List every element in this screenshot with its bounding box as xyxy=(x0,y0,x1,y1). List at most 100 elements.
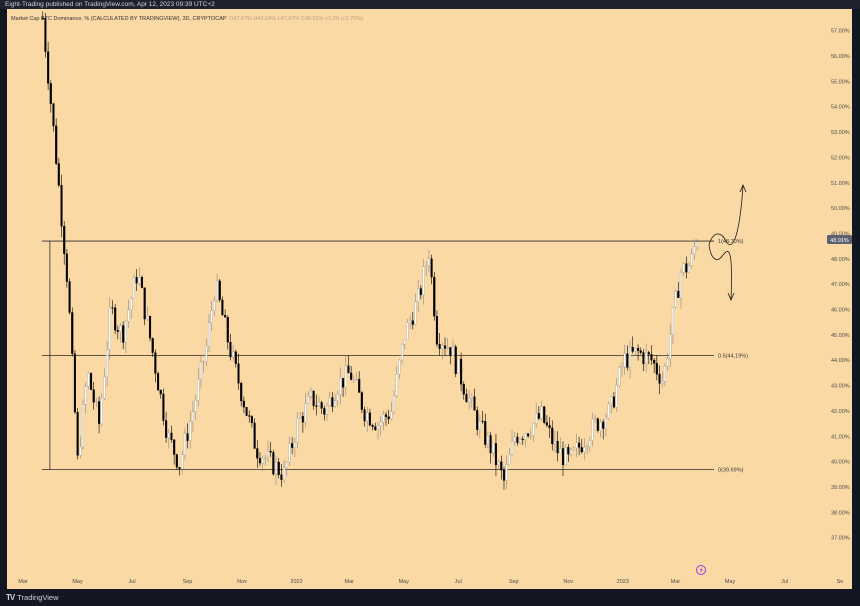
candle-body xyxy=(409,320,412,323)
candle-body xyxy=(288,443,291,463)
candle-body xyxy=(199,361,203,380)
fib-level-label: 0(39.69%) xyxy=(718,467,744,473)
candle-body xyxy=(443,345,447,349)
candle-body xyxy=(661,380,664,384)
candle-body xyxy=(610,396,613,405)
candle-body xyxy=(84,386,87,405)
publisher-bar: Eight-Trading published on TradingView.c… xyxy=(0,0,860,9)
candle-body xyxy=(232,351,235,358)
candle-body xyxy=(344,365,347,388)
candle-body xyxy=(106,349,109,378)
candle-body xyxy=(63,226,66,254)
y-tick-label: 50.00% xyxy=(831,206,850,212)
candle-body xyxy=(564,447,567,466)
candle-body xyxy=(71,312,74,354)
candle-body xyxy=(309,390,312,397)
candle-body xyxy=(87,373,90,387)
candle-body xyxy=(366,412,369,422)
candle-body xyxy=(205,346,208,362)
candle-body xyxy=(334,400,337,407)
candle-body xyxy=(229,341,232,358)
candle-body xyxy=(615,385,618,408)
x-tick-label: Jul xyxy=(781,579,788,585)
candle-body xyxy=(41,17,44,19)
candle-body xyxy=(451,346,455,357)
candle-body xyxy=(575,442,578,449)
candle-body xyxy=(336,393,339,401)
candle-body xyxy=(433,276,436,317)
candle-body xyxy=(98,401,101,424)
candle-body xyxy=(551,427,554,445)
candle-body xyxy=(696,241,699,247)
candle-body xyxy=(202,361,205,363)
candle-body xyxy=(162,393,165,421)
x-tick-label: 2022 xyxy=(290,579,302,585)
y-tick-label: 52.00% xyxy=(831,155,850,161)
candle-body xyxy=(687,265,691,273)
candle-body xyxy=(618,367,621,386)
candle-body xyxy=(470,396,473,399)
candle-body xyxy=(414,301,417,325)
candle-body xyxy=(556,440,559,454)
x-tick-label: Jul xyxy=(129,579,136,585)
candle-body xyxy=(226,317,229,343)
x-tick-label: Sep xyxy=(509,579,519,585)
candle-body xyxy=(505,464,508,481)
candle-body xyxy=(604,417,607,429)
candle-body xyxy=(655,363,658,375)
candle-body xyxy=(138,277,141,284)
y-tick-label: 49.00% xyxy=(831,231,850,237)
candle-body xyxy=(596,418,599,431)
candle-body xyxy=(376,425,380,431)
candle-body xyxy=(535,413,538,424)
candle-body xyxy=(529,435,532,437)
candle-body xyxy=(411,320,414,325)
candle-body xyxy=(460,358,463,385)
candle-body xyxy=(497,461,500,466)
candle-body xyxy=(580,447,583,453)
candle-body xyxy=(486,435,489,445)
y-tick-label: 45.00% xyxy=(831,333,850,339)
candle-body xyxy=(674,290,677,308)
candle-body xyxy=(465,394,468,403)
candle-body xyxy=(264,457,267,459)
chart-title: Market Cap BTC Dominance, % (CALCULATED … xyxy=(11,16,227,22)
candle-body xyxy=(387,416,390,420)
candle-body xyxy=(374,426,377,431)
candle-body xyxy=(449,347,452,357)
candle-body xyxy=(242,400,245,408)
candle-body xyxy=(438,344,441,349)
candle-body xyxy=(103,376,106,399)
candlestick-chart[interactable]: 1(48.70%) 0.5(44.19%) 0(39.69%) 37.00% 38.0… xyxy=(7,9,852,589)
candle-body xyxy=(468,398,471,403)
candle-body xyxy=(275,461,278,475)
candle-body xyxy=(591,419,594,441)
candle-body xyxy=(165,420,168,438)
tradingview-brand[interactable]: TV TradingView xyxy=(6,593,59,602)
candle-body xyxy=(634,348,637,352)
candle-body xyxy=(127,309,130,322)
candle-body xyxy=(508,454,511,465)
candle-body xyxy=(586,446,589,448)
x-tick-label: Sep xyxy=(183,579,193,585)
lightning-icon[interactable] xyxy=(696,565,706,575)
candle-body xyxy=(189,421,192,442)
candle-body xyxy=(435,316,439,345)
candle-body xyxy=(157,373,160,391)
candle-body xyxy=(47,51,50,84)
candle-body xyxy=(645,352,648,365)
candle-body xyxy=(65,253,68,282)
candle-body xyxy=(572,447,575,450)
candle-body xyxy=(181,454,184,469)
candle-body xyxy=(135,277,138,284)
candle-body xyxy=(502,470,506,481)
candle-body xyxy=(406,322,409,340)
chart-area[interactable]: 1(48.70%) 0.5(44.19%) 0(39.69%) 37.00% 38.0… xyxy=(7,9,852,589)
candle-body xyxy=(213,300,216,311)
y-tick-label: 39.00% xyxy=(831,485,850,491)
candle-body xyxy=(224,315,227,318)
candle-body xyxy=(317,402,321,407)
tradingview-logo-icon: TV xyxy=(6,593,15,602)
price-badge-label: 48.91% xyxy=(830,238,849,244)
y-tick-label: 55.00% xyxy=(831,79,850,85)
